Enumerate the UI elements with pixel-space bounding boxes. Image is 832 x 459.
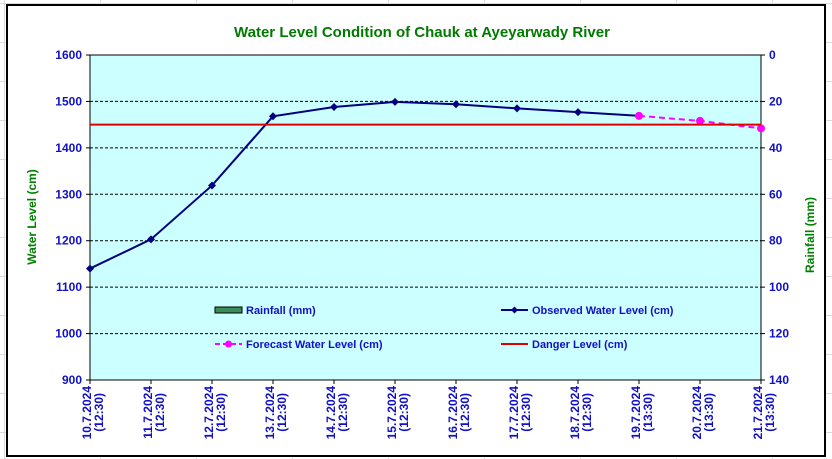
x-tick-time: (12:30)	[214, 393, 228, 432]
legend-label: Forecast Water Level (cm)	[246, 339, 383, 351]
legend-marker	[511, 306, 518, 314]
axes: 900 1000 1100 1200 1300 1400 1500 1600 0 20 40 60 80…	[55, 48, 789, 439]
x-tick-date: 21.7.2024	[751, 386, 765, 440]
x-tick-time: (12:30)	[275, 393, 289, 432]
x-tick-label: 17.7.2024(12:30)	[507, 386, 533, 440]
y2-tick-label: 80	[769, 234, 783, 248]
x-tick-time: (13:30)	[763, 393, 777, 432]
chart-frame: Water Level Condition of Chauk at Ayeyar…	[6, 4, 826, 457]
observed-water-level-point	[513, 104, 521, 113]
observed-water-level-point	[208, 181, 216, 190]
observed-water-level-point	[574, 108, 582, 117]
observed-water-level-line	[89, 100, 640, 270]
observed-water-level-point	[391, 97, 399, 106]
observed-water-level-point	[452, 100, 460, 109]
observed-water-level-point	[147, 235, 155, 244]
y2-tick-label: 20	[769, 94, 783, 108]
x-tick-time: (12:30)	[92, 393, 106, 432]
y-tick-label: 1200	[55, 234, 82, 248]
y-tick-label: 1000	[55, 327, 82, 341]
y2-tick-label: 0	[769, 48, 776, 62]
legend-entry: Danger Level (cm)	[501, 339, 628, 351]
x-tick-date: 19.7.2024	[629, 386, 643, 440]
x-tick-label: 18.7.2024(12:30)	[568, 386, 594, 440]
x-tick-time: (12:30)	[458, 393, 472, 432]
x-tick-date: 11.7.2024	[141, 386, 155, 439]
forecast-water-level-point	[757, 124, 765, 133]
x-tick-time: (12:30)	[397, 393, 411, 432]
x-tick-label: 19.7.2024(13:30)	[629, 386, 655, 440]
x-tick-date: 16.7.2024	[446, 386, 460, 440]
y-axis-title: Water Level (cm)	[25, 169, 39, 265]
legend-marker	[225, 340, 232, 348]
x-tick-label: 14.7.2024(12:30)	[324, 386, 350, 440]
legend-label: Observed Water Level (cm)	[532, 305, 674, 317]
x-tick-label: 11.7.2024(12:30)	[141, 386, 167, 439]
series	[86, 97, 765, 273]
plot-area	[89, 54, 762, 381]
forecast-water-level-point	[696, 116, 704, 125]
x-tick-label: 21.7.2024(13:30)	[751, 386, 777, 440]
observed-water-level-point	[330, 103, 338, 111]
legend-label: Rainfall (mm)	[246, 305, 316, 317]
x-tick-date: 17.7.2024	[507, 386, 521, 440]
y-tick-label: 1300	[55, 187, 82, 201]
chart-title: Water Level Condition of Chauk at Ayeyar…	[234, 24, 610, 41]
x-tick-date: 20.7.2024	[690, 386, 704, 440]
observed-water-level-point	[269, 112, 277, 121]
x-tick-time: (12:30)	[519, 393, 533, 432]
observed-water-level-point	[86, 264, 94, 273]
x-tick-date: 15.7.2024	[385, 386, 399, 440]
x-tick-time: (12:30)	[153, 393, 167, 432]
x-tick-label: 12.7.2024(12:30)	[202, 386, 228, 440]
x-tick-label: 15.7.2024(12:30)	[385, 386, 411, 440]
x-tick-time: (13:30)	[702, 393, 716, 432]
legend-label: Danger Level (cm)	[532, 339, 628, 351]
y-tick-label: 1500	[55, 94, 82, 108]
y2-tick-label: 40	[769, 141, 783, 155]
x-tick-time: (12:30)	[336, 393, 350, 432]
x-tick-date: 12.7.2024	[202, 386, 216, 440]
y-tick-label: 1600	[55, 48, 82, 62]
y-tick-label: 900	[62, 373, 82, 387]
x-tick-time: (12:30)	[580, 393, 594, 432]
legend-entry: Forecast Water Level (cm)	[215, 339, 383, 351]
x-tick-label: 10.7.2024(12:30)	[80, 386, 106, 440]
y2-tick-label: 100	[769, 280, 789, 294]
forecast-water-level-point	[635, 111, 643, 120]
x-tick-date: 18.7.2024	[568, 386, 582, 440]
legend-entry: Observed Water Level (cm)	[501, 305, 674, 317]
x-tick-date: 13.7.2024	[263, 386, 277, 440]
x-tick-date: 14.7.2024	[324, 386, 338, 440]
legend-entry: Rainfall (mm)	[214, 305, 316, 317]
legend: Rainfall (mm) Observed Water Level (cm) Fo…	[214, 305, 674, 351]
x-tick-time: (13:30)	[641, 393, 655, 432]
y-tick-label: 1400	[55, 141, 82, 155]
x-tick-label: 13.7.2024(12:30)	[263, 386, 289, 440]
x-tick-label: 16.7.2024(12:30)	[446, 386, 472, 440]
chart-svg: Water Level Condition of Chauk at Ayeyar…	[25, 24, 817, 439]
y-tick-label: 1100	[56, 280, 82, 294]
x-tick-date: 10.7.2024	[80, 386, 94, 440]
y2-tick-label: 140	[769, 373, 789, 387]
x-tick-label: 20.7.2024(13:30)	[690, 386, 716, 440]
y2-tick-label: 60	[769, 187, 783, 201]
y2-tick-label: 120	[769, 327, 789, 341]
y2-axis-title: Rainfall (mm)	[803, 197, 817, 273]
legend-swatch-rainfall	[214, 306, 243, 314]
